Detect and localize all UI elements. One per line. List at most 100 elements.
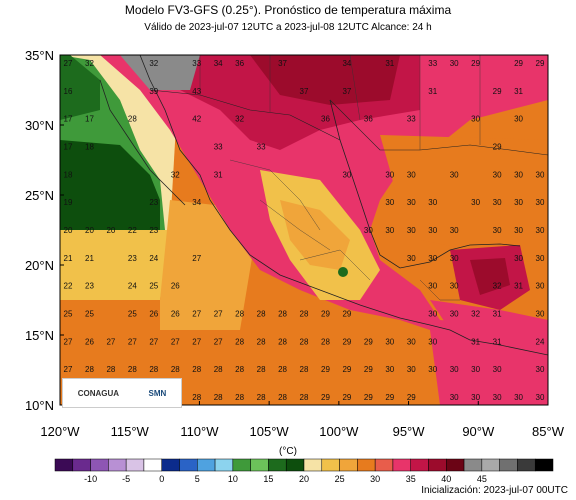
grid-value: 21	[64, 254, 73, 263]
grid-value: 30	[536, 282, 545, 291]
grid-value: 29	[385, 393, 394, 402]
map-area: 27 32 32 33 34 36 37 34 31 33 30 29 29 29 16 39 43 37 37 31…	[60, 55, 548, 405]
grid-value: 30	[514, 226, 523, 235]
grid-value: 36	[235, 59, 244, 68]
grid-value: 28	[214, 393, 223, 402]
colorbar-tick-label: 10	[228, 474, 238, 484]
grid-value: 27	[64, 365, 73, 374]
state-borders	[199, 55, 481, 150]
grid-value: 42	[192, 115, 201, 124]
colorbar-swatch	[428, 458, 447, 472]
grid-value: 27	[64, 59, 73, 68]
grid-value: 28	[300, 393, 309, 402]
grid-value: 34	[192, 198, 201, 207]
grid-value: 31	[385, 59, 394, 68]
grid-value: 30	[514, 170, 523, 179]
grid-value: 29	[321, 365, 330, 374]
grid-value: 28	[300, 310, 309, 319]
grid-value: 30	[450, 310, 459, 319]
grid-value: 30	[450, 170, 459, 179]
hottest-gray-zone	[120, 55, 200, 90]
grid-value: 30	[450, 393, 459, 402]
grid-value: 36	[321, 115, 330, 124]
grid-value: 29	[493, 143, 502, 152]
gulf-coastline	[329, 99, 521, 269]
colorbar-swatch	[534, 458, 554, 472]
longitude-labels: 120°W 115°W 110°W 105°W 100°W 95°W 90°W 85°W	[40, 424, 564, 439]
colorbar-swatch	[321, 458, 340, 472]
grid-value: 29	[493, 87, 502, 96]
colorbar-swatch	[463, 458, 483, 472]
grid-value: 23	[128, 254, 137, 263]
grid-value: 23	[85, 282, 94, 291]
grid-value: 24	[536, 337, 545, 346]
grid-value: 30	[450, 365, 459, 374]
grid-value: 30	[493, 226, 502, 235]
grid-value: 30	[428, 365, 437, 374]
grid-value: 37	[278, 59, 287, 68]
grid-value: 30	[407, 337, 416, 346]
latitude-labels: 35°N 30°N 25°N 20°N 15°N 10°N	[25, 48, 54, 413]
grid-value: 30	[385, 365, 394, 374]
colorbar-swatch	[303, 458, 323, 472]
grid-value: 30	[536, 198, 545, 207]
grid-value: 29	[342, 310, 351, 319]
us-gulf-coastline	[329, 99, 548, 156]
grid-value: 28	[149, 365, 158, 374]
grid-value: 29	[407, 393, 416, 402]
grid-value: 28	[235, 310, 244, 319]
grid-value: 25	[85, 310, 94, 319]
grid-value: 30	[428, 310, 437, 319]
lat-label: 15°N	[25, 328, 54, 343]
grid-value: 29	[342, 365, 351, 374]
grid-value: 28	[300, 337, 309, 346]
grid-value: 28	[257, 310, 266, 319]
grid-value: 31	[493, 310, 502, 319]
baja-coastline	[99, 79, 186, 206]
grid-value: 22	[128, 226, 137, 235]
colorbar-tick-label: -10	[84, 474, 97, 484]
colorbar-tick-label: 5	[195, 474, 200, 484]
lon-label: 105°W	[250, 424, 290, 439]
grid-value: 27	[64, 337, 73, 346]
grid-value: 30	[428, 226, 437, 235]
lon-label: 100°W	[319, 424, 359, 439]
grid-value: 16	[64, 87, 73, 96]
grid-value: 30	[471, 198, 480, 207]
grid-value: 18	[85, 143, 94, 152]
grid-value: 33	[192, 59, 201, 68]
map-subtitle: Válido de 2023-jul-07 12UTC a 2023-jul-0…	[144, 22, 432, 33]
grid-value: 29	[342, 393, 351, 402]
colorbar-swatch	[54, 458, 74, 472]
grid-value: 36	[364, 115, 373, 124]
grid-value: 31	[214, 170, 223, 179]
grid-value: 23	[149, 198, 158, 207]
grid-value: 30	[450, 254, 459, 263]
grid-value: 30	[428, 254, 437, 263]
grid-value: 25	[149, 282, 158, 291]
grid-value: 24	[128, 282, 137, 291]
colorbar-swatch	[268, 458, 287, 472]
map-frame	[59, 54, 549, 406]
grid-value: 30	[536, 393, 545, 402]
colorbar-tick-label: 15	[263, 474, 273, 484]
lat-label: 25°N	[25, 188, 54, 203]
colorbar-swatch	[357, 458, 376, 472]
grid-value: 43	[192, 87, 201, 96]
grid-value: 30	[514, 115, 523, 124]
colorbar-swatch	[214, 458, 234, 472]
colorbar-tick-label: 0	[159, 474, 164, 484]
grid-value: 17	[85, 115, 94, 124]
grid-value: 27	[214, 310, 223, 319]
grid-value: 18	[64, 170, 73, 179]
grid-value: 30	[471, 393, 480, 402]
grid-value: 29	[321, 310, 330, 319]
grid-value: 26	[149, 310, 158, 319]
grid-value: 27	[192, 254, 201, 263]
colorbar-tick-label: 40	[441, 474, 451, 484]
grid-value: 30	[385, 337, 394, 346]
colorbar-swatch	[108, 458, 127, 472]
plateau-warm-zone	[280, 200, 350, 270]
grid-value: 25	[64, 310, 73, 319]
grid-value: 30	[471, 115, 480, 124]
